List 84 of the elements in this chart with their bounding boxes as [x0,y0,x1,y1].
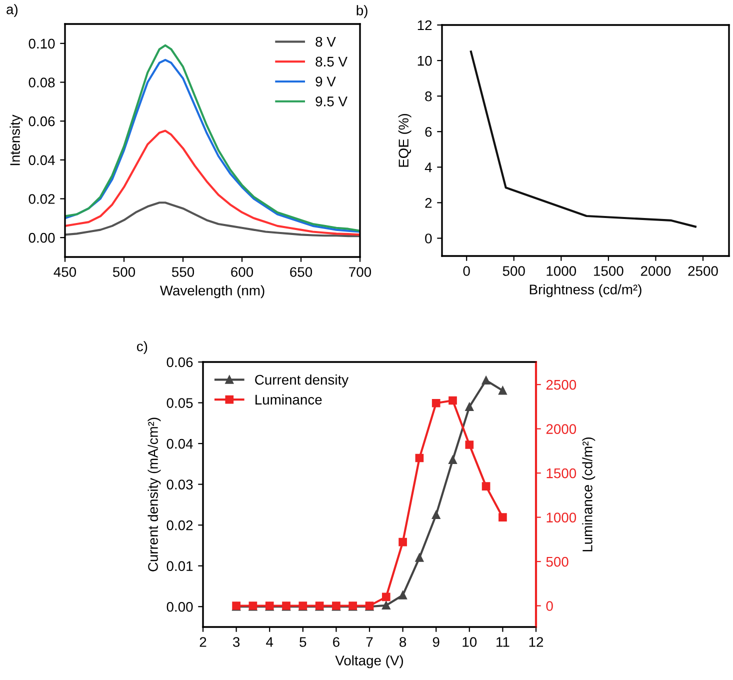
chart-title: a) [6,4,18,18]
x-tick-label: 4 [266,637,274,647]
y-axis-title: EQE (%) [398,114,412,167]
y-tick-label: 0.00 [166,602,193,612]
x-tick-label: 700 [349,267,372,277]
x-tick-label: 10 [462,637,477,647]
x-axis-title: Voltage (V) [335,655,403,668]
x-tick-label: 1000 [546,266,576,276]
x-tick-label: 550 [172,267,194,277]
point [482,482,490,490]
y-tick-label: 0.06 [166,357,193,368]
y2-tick-label: 0 [546,601,553,611]
point [415,554,424,562]
x-tick-label: 9 [432,637,440,647]
y-tick-label: 0.10 [28,38,55,49]
x-axis-title: Wavelength (nm) [160,285,264,298]
point [398,538,407,546]
x-axis-title: Brightness (cd/m²) [530,284,642,298]
y-tick-label: 4 [424,162,432,172]
y-tick-label: 12 [418,20,432,30]
y-tick-label: 0.02 [28,194,55,204]
x-tick-label: 8 [400,637,406,647]
x-tick-label: 7 [366,637,373,647]
point [398,591,407,600]
legend-label: Luminance [256,394,322,405]
line-series [470,50,696,228]
y-tick-label: 10 [418,56,432,66]
y2-tick-label: 2500 [546,380,576,390]
y-axis-title: Current density (mA/cm²) [148,418,161,572]
y-axis-title: Intensity [10,114,23,166]
legend-label: 8.5 V [316,56,348,67]
point [448,456,457,464]
y2-tick-label: 1000 [546,512,576,522]
x-tick-label: 1500 [594,266,624,276]
y-tick-label: 0.03 [166,480,193,490]
x-tick-label: 500 [112,267,136,277]
chart-title: c) [136,341,148,354]
y-tick-label: 0.01 [166,561,193,572]
y-tick-label: 2 [425,198,432,208]
x-tick-label: 2000 [640,266,671,276]
point [465,440,474,449]
x-tick-label: 650 [290,267,312,277]
point [498,386,507,395]
point [432,510,440,520]
x-tick-label: 6 [333,637,340,647]
legend-label: 9 V [316,76,336,86]
point [498,513,507,522]
x-tick-label: 3 [232,637,240,647]
y-tick-label: 8 [425,91,432,102]
y-tick-label: 0.02 [166,520,193,530]
line-series [65,130,360,236]
y-tick-label: 0 [425,234,432,244]
y2-axis-title: Luminance (cd/m²) [582,437,596,552]
legend-label: 8 V [316,36,336,47]
point [382,601,390,610]
x-tick-label: 2500 [688,266,718,276]
x-tick-label: 450 [54,267,76,277]
x-tick-label: 12 [529,637,544,647]
x-tick-label: 5 [300,637,306,647]
x-tick-label: 0 [463,266,470,276]
x-tick-label: 2 [200,637,206,647]
y-tick-label: 0.04 [28,155,55,166]
y-tick-label: 0.05 [166,398,193,408]
y2-tick-label: 2000 [546,424,576,434]
line-series [65,202,360,238]
y-tick-label: 0.04 [166,438,193,449]
y2-tick-label: 500 [546,556,568,567]
point [465,402,474,412]
chart-title: b) [356,5,368,18]
y2-tick-label: 1500 [546,468,576,478]
legend-label: 9.5 V [316,96,348,106]
y-tick-label: 6 [425,126,432,137]
legend-label: Current density [255,374,349,388]
y-tick-label: 0.06 [28,116,55,126]
point [448,396,457,405]
point [432,398,440,408]
y-tick-label: 0.00 [28,232,55,243]
x-tick-label: 500 [502,266,525,276]
point [482,376,490,385]
point [415,454,424,462]
y-tick-label: 0.08 [28,78,55,88]
x-tick-label: 600 [231,267,254,277]
x-tick-label: 11 [496,637,510,647]
point [382,592,390,602]
